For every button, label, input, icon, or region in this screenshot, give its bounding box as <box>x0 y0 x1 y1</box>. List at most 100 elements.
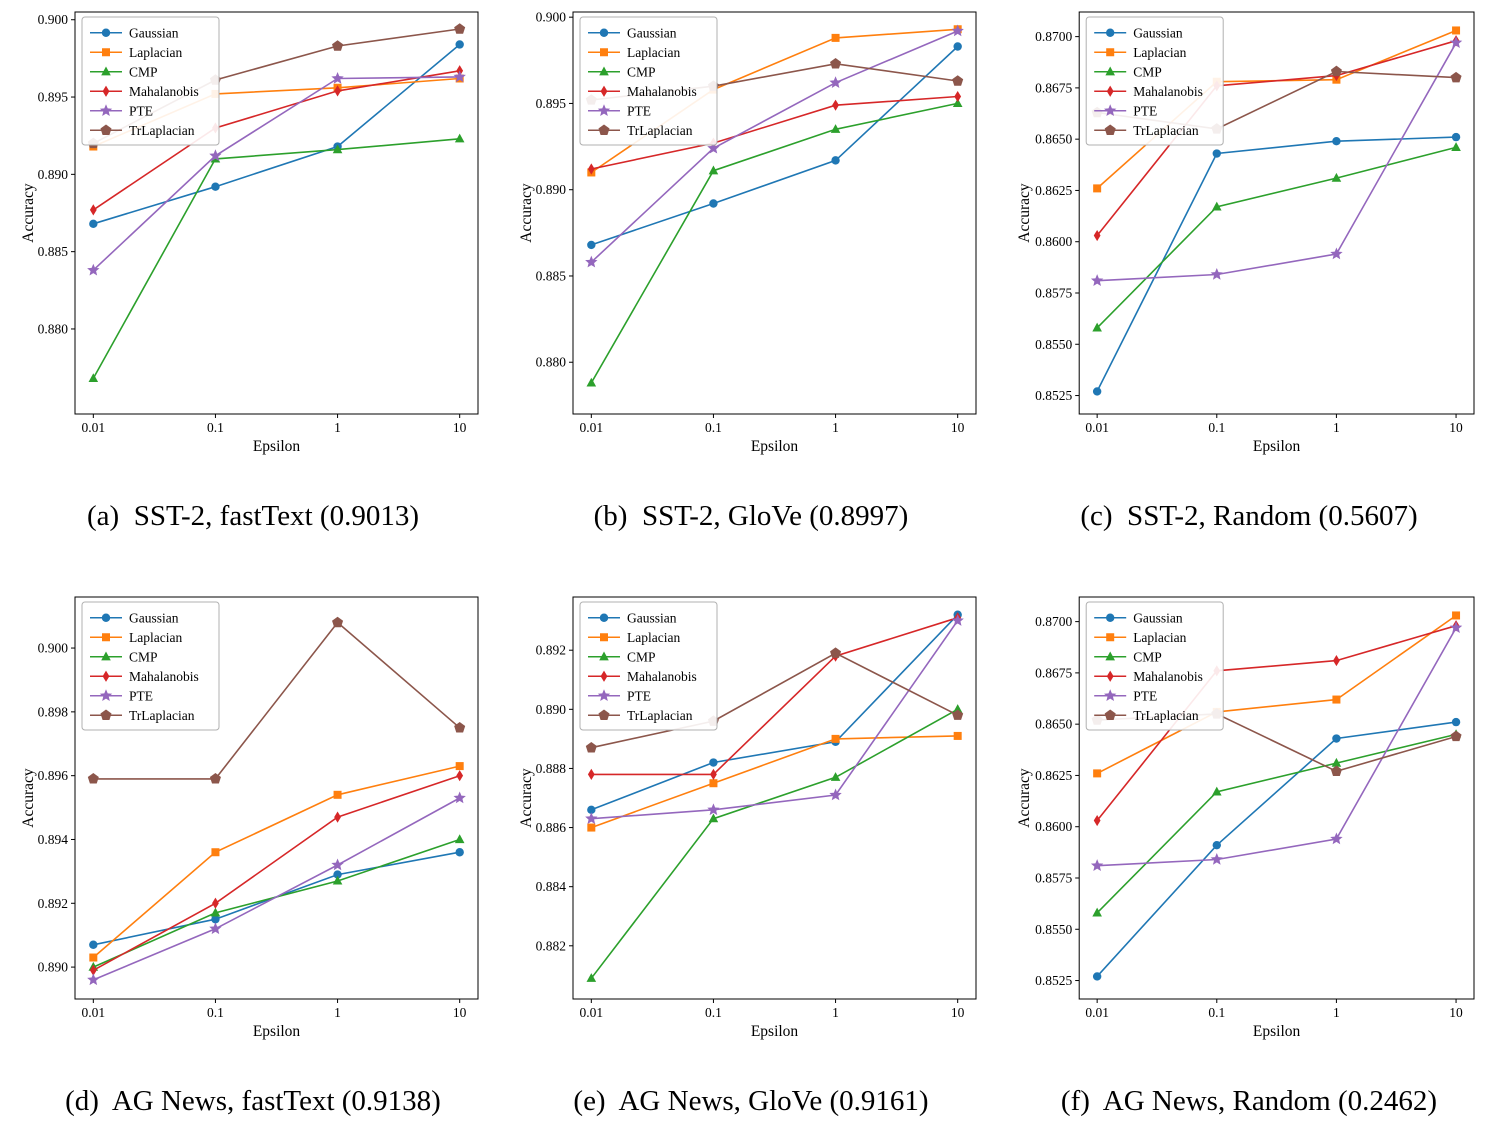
svg-text:0.8550: 0.8550 <box>1035 337 1072 352</box>
svg-text:0.8525: 0.8525 <box>1035 388 1072 403</box>
svg-text:Laplacian: Laplacian <box>129 630 182 645</box>
chart-d-canvas: 0.890 0.892 0.894 0.896 0.898 0.900 0.01 0.1 1 10… <box>20 596 479 1040</box>
svg-text:1: 1 <box>334 1005 341 1020</box>
svg-text:0.1: 0.1 <box>1208 1005 1225 1020</box>
svg-text:0.882: 0.882 <box>536 938 566 953</box>
chart-e-caption: (e) AG News, GloVe (0.9161) <box>573 1085 929 1117</box>
svg-text:0.8625: 0.8625 <box>1035 768 1072 783</box>
svg-text:0.8650: 0.8650 <box>1035 717 1072 732</box>
svg-text:0.895: 0.895 <box>38 90 69 105</box>
svg-text:TrLaplacian: TrLaplacian <box>627 708 693 723</box>
svg-text:CMP: CMP <box>129 649 158 664</box>
svg-text:0.8700: 0.8700 <box>1035 614 1072 629</box>
svg-text:0.880: 0.880 <box>536 355 567 370</box>
chart-e-canvas: 0.882 0.884 0.886 0.888 0.890 0.892 0.01 0.1 1 10… <box>518 596 977 1040</box>
svg-text:Accuracy: Accuracy <box>20 768 37 828</box>
svg-text:1: 1 <box>334 420 341 435</box>
svg-text:0.885: 0.885 <box>38 244 69 259</box>
chart-c-caption: (c) SST-2, Random (0.5607) <box>1080 500 1418 532</box>
svg-text:0.1: 0.1 <box>1208 420 1225 435</box>
chart-c-figure: 0.8525 0.8550 0.8575 0.8600 0.8625 0.8650 0.86… <box>1000 2 1498 533</box>
svg-text:TrLaplacian: TrLaplacian <box>627 123 693 138</box>
svg-text:0.8650: 0.8650 <box>1035 132 1072 147</box>
svg-text:0.1: 0.1 <box>207 1005 224 1020</box>
svg-text:Mahalanobis: Mahalanobis <box>1133 84 1203 99</box>
svg-text:TrLaplacian: TrLaplacian <box>1133 708 1199 723</box>
svg-text:0.01: 0.01 <box>1085 420 1109 435</box>
svg-text:Gaussian: Gaussian <box>129 610 179 625</box>
chart-a-canvas: 0.880 0.885 0.890 0.895 0.900 0.01 0.1 1 10 Epsil… <box>20 11 479 455</box>
svg-text:0.8525: 0.8525 <box>1035 973 1072 988</box>
svg-text:PTE: PTE <box>1133 688 1157 703</box>
svg-text:10: 10 <box>951 1005 965 1020</box>
svg-text:0.8675: 0.8675 <box>1035 665 1072 680</box>
svg-text:CMP: CMP <box>627 649 656 664</box>
svg-text:0.896: 0.896 <box>38 768 69 783</box>
svg-text:0.1: 0.1 <box>705 1005 722 1020</box>
svg-text:Laplacian: Laplacian <box>1133 630 1186 645</box>
svg-text:Gaussian: Gaussian <box>627 25 677 40</box>
svg-text:0.8600: 0.8600 <box>1035 234 1072 249</box>
svg-text:Epsilon: Epsilon <box>751 438 799 455</box>
svg-text:PTE: PTE <box>129 103 153 118</box>
svg-text:Gaussian: Gaussian <box>129 25 179 40</box>
svg-text:10: 10 <box>951 420 965 435</box>
svg-text:Mahalanobis: Mahalanobis <box>627 669 697 684</box>
svg-text:10: 10 <box>453 420 467 435</box>
svg-text:0.900: 0.900 <box>536 10 567 25</box>
svg-text:Accuracy: Accuracy <box>20 183 37 243</box>
chart-b-caption: (b) SST-2, GloVe (0.8997) <box>593 500 909 532</box>
svg-text:Epsilon: Epsilon <box>253 1023 301 1040</box>
svg-text:Laplacian: Laplacian <box>1133 45 1186 60</box>
svg-text:0.898: 0.898 <box>38 704 69 719</box>
svg-text:10: 10 <box>1449 420 1463 435</box>
chart-d-figure: 0.890 0.892 0.894 0.896 0.898 0.900 0.01 0.1 1 10… <box>4 587 502 1118</box>
svg-text:0.1: 0.1 <box>705 420 722 435</box>
svg-text:0.888: 0.888 <box>536 761 567 776</box>
svg-text:Mahalanobis: Mahalanobis <box>1133 669 1203 684</box>
svg-text:0.01: 0.01 <box>1085 1005 1109 1020</box>
svg-text:0.8700: 0.8700 <box>1035 29 1072 44</box>
svg-text:Accuracy: Accuracy <box>1016 183 1033 243</box>
svg-text:PTE: PTE <box>1133 103 1157 118</box>
chart-d-caption: (d) AG News, fastText (0.9138) <box>65 1085 441 1117</box>
svg-text:Mahalanobis: Mahalanobis <box>627 84 697 99</box>
svg-text:0.892: 0.892 <box>536 643 566 658</box>
chart-a-caption: (a) SST-2, fastText (0.9013) <box>87 500 419 532</box>
svg-text:Laplacian: Laplacian <box>627 630 680 645</box>
svg-text:Epsilon: Epsilon <box>1253 1023 1301 1040</box>
svg-text:0.8575: 0.8575 <box>1035 870 1072 885</box>
svg-text:0.895: 0.895 <box>536 96 567 111</box>
svg-text:Mahalanobis: Mahalanobis <box>129 84 199 99</box>
svg-text:0.884: 0.884 <box>536 879 567 894</box>
svg-text:0.01: 0.01 <box>580 420 604 435</box>
svg-text:Accuracy: Accuracy <box>518 183 535 243</box>
svg-text:0.886: 0.886 <box>536 820 567 835</box>
svg-text:PTE: PTE <box>627 688 651 703</box>
svg-text:1: 1 <box>1333 1005 1340 1020</box>
svg-text:0.894: 0.894 <box>38 832 69 847</box>
svg-text:Epsilon: Epsilon <box>253 438 301 455</box>
svg-text:1: 1 <box>832 420 839 435</box>
svg-text:CMP: CMP <box>1133 649 1162 664</box>
svg-text:CMP: CMP <box>627 64 656 79</box>
svg-text:10: 10 <box>453 1005 467 1020</box>
svg-text:TrLaplacian: TrLaplacian <box>129 123 195 138</box>
chart-b-canvas: 0.880 0.885 0.890 0.895 0.900 0.01 0.1 1 10 Epsil… <box>518 10 977 455</box>
svg-text:Laplacian: Laplacian <box>627 45 680 60</box>
svg-text:0.890: 0.890 <box>38 167 69 182</box>
svg-text:0.885: 0.885 <box>536 268 567 283</box>
svg-text:Gaussian: Gaussian <box>1133 610 1183 625</box>
chart-f-canvas: 0.8525 0.8550 0.8575 0.8600 0.8625 0.8650 0.86… <box>1016 596 1475 1040</box>
svg-text:PTE: PTE <box>129 688 153 703</box>
svg-text:Mahalanobis: Mahalanobis <box>129 669 199 684</box>
svg-text:0.01: 0.01 <box>82 420 106 435</box>
svg-text:1: 1 <box>832 1005 839 1020</box>
svg-text:Gaussian: Gaussian <box>1133 25 1183 40</box>
svg-text:0.8575: 0.8575 <box>1035 285 1072 300</box>
svg-text:Epsilon: Epsilon <box>751 1023 799 1040</box>
svg-text:0.880: 0.880 <box>38 321 69 336</box>
svg-text:0.890: 0.890 <box>536 702 567 717</box>
chart-b-figure: 0.880 0.885 0.890 0.895 0.900 0.01 0.1 1 10 Epsil… <box>502 2 1000 533</box>
svg-text:0.8550: 0.8550 <box>1035 922 1072 937</box>
